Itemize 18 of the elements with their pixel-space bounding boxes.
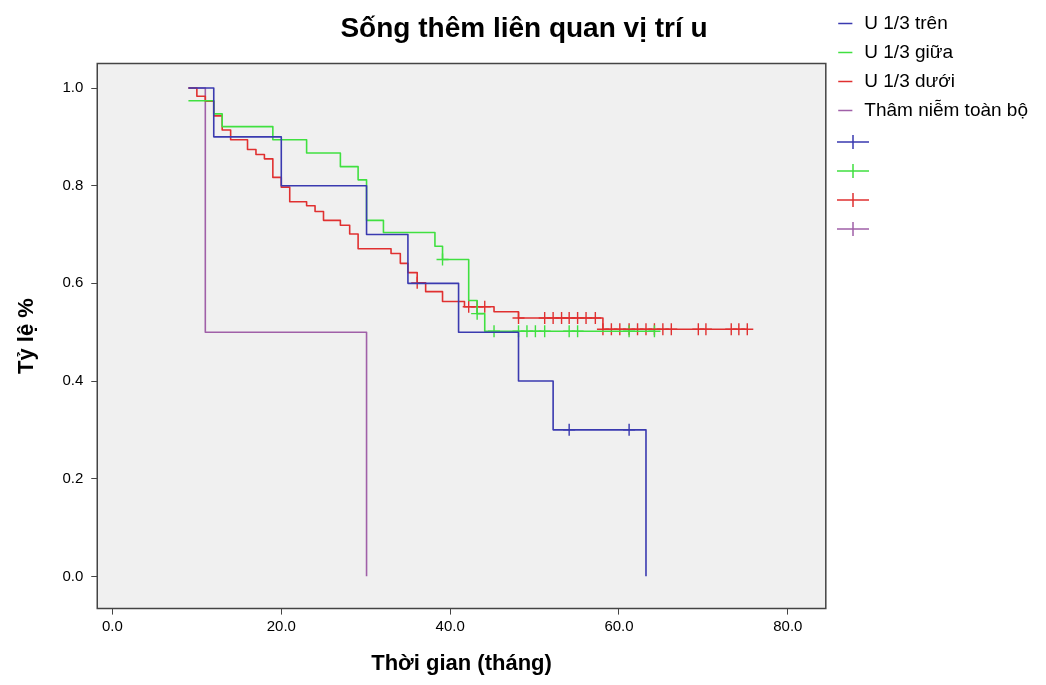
x-axis-title: Thời gian (tháng) [371, 649, 552, 675]
legend-label: U 1/3 trên [864, 11, 948, 33]
legend-label: U 1/3 dưới [864, 69, 955, 91]
y-tick-label: 0.4 [62, 371, 84, 389]
legend-label: U 1/3 giữa [864, 40, 954, 62]
x-tick-label: 20.0 [266, 616, 296, 634]
y-tick-label: 0.6 [62, 273, 84, 291]
y-tick-label: 0.0 [62, 566, 84, 584]
y-axis-title: Tỷ lệ % [13, 298, 39, 375]
x-tick-label: 60.0 [604, 616, 634, 634]
x-tick-label: 40.0 [435, 616, 465, 634]
x-tick-label: 80.0 [773, 616, 803, 634]
chart-title: Sống thêm liên quan vị trí u [340, 11, 708, 43]
y-tick-label: 0.2 [62, 468, 84, 486]
y-tick-label: 0.8 [62, 175, 84, 193]
x-tick-label: 0.0 [102, 616, 123, 634]
legend-label: Thâm niễm toàn bộ [864, 98, 1028, 120]
y-tick-label: 1.0 [62, 78, 84, 96]
